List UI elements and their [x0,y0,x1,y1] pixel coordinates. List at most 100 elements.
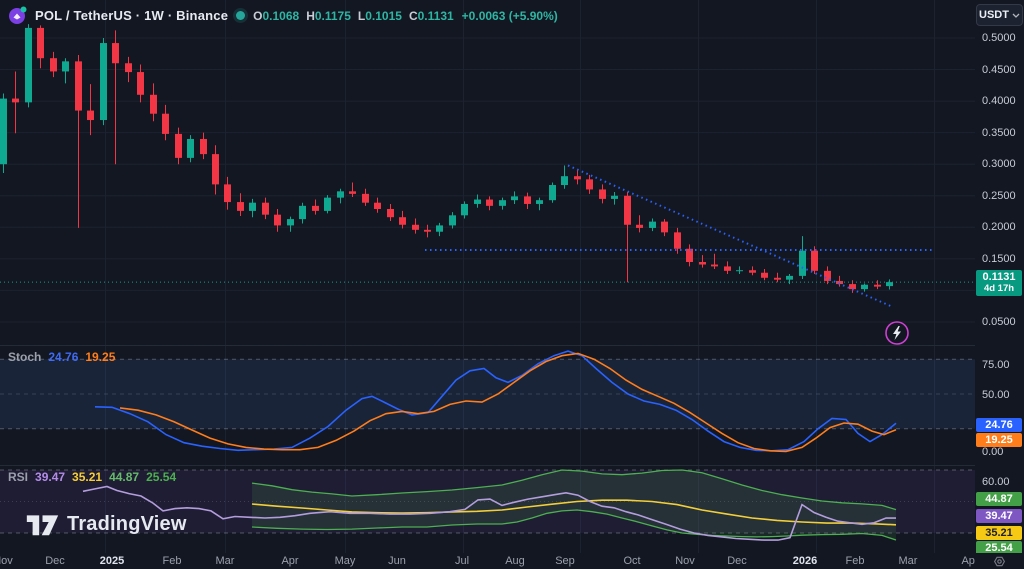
candle [224,184,231,203]
axis-price-label: 50.00 [982,389,1010,401]
pol-token-icon [9,6,27,24]
candle [362,193,369,203]
rsi-lower-band [251,509,897,541]
candle [175,133,182,158]
stoch-legend[interactable]: Stoch 24.76 19.25 [8,350,115,364]
pane-separator-stoch-rsi[interactable] [0,465,1024,466]
symbol-title[interactable]: POL / TetherUS · 1W · Binance [35,8,229,23]
market-status-dot[interactable] [236,11,246,20]
candle [200,138,207,155]
axis-time-label: Dec [727,555,747,567]
candle [874,284,881,287]
candle [736,270,743,272]
candle [187,138,194,158]
axis-time-label: Sep [555,555,575,567]
price-change: +0.0063 (+5.90%) [461,8,558,23]
price-axis[interactable]: 0.5000 0.4500 0.4000 0.3500 0.3000 0.2500 0.20… [975,0,1024,555]
candle [162,113,169,134]
candle [711,264,718,267]
rsi-ma-line [251,499,897,526]
candle [649,221,656,228]
candle [836,280,843,285]
candle [599,189,606,199]
candle [87,110,94,121]
chart-canvas[interactable] [0,0,975,553]
candle [312,205,319,211]
axis-settings-corner[interactable] [975,553,1024,569]
candle [349,191,356,194]
candle [524,196,531,204]
axis-price-label: 0.0500 [982,316,1016,328]
axis-time-label: Apr [281,555,299,567]
candle [474,199,481,204]
candle [449,215,456,226]
axis-time-label: Nov [0,555,13,567]
axis-time-label: Feb [162,555,182,567]
flash-boost-button[interactable] [883,319,911,347]
chart-legend: POL / TetherUS · 1W · Binance O0.1068 H0… [8,6,558,25]
candle [150,94,157,114]
axis-time-label: Feb [845,555,865,567]
candle [611,195,618,199]
candle [861,284,868,290]
axis-time-label: Mar [215,555,235,567]
candle [137,72,144,95]
candle [724,266,731,271]
axis-time-label: May [334,555,356,567]
axis-value-badge: 24.76 [976,418,1022,432]
candle [62,61,69,72]
candle [75,61,82,111]
candle [549,185,556,201]
axis-time-label: Apr [961,555,975,567]
candle [125,63,132,73]
lightning-icon [893,326,901,340]
axis-price-label: 75.00 [982,359,1010,371]
candle [436,225,443,232]
rsi-ma-value: 35.21 [72,470,103,484]
rsi-pane [0,469,975,541]
axis-value-badge: 35.21 [976,526,1022,540]
pane-separator-main-stoch[interactable] [0,345,1024,346]
candle [624,195,631,225]
candle [461,203,468,216]
candle [499,200,506,206]
tradingview-logo[interactable]: TradingView [26,511,187,538]
axis-time-label: Jul [454,555,470,567]
candle [337,191,344,198]
rsi-legend[interactable]: RSI 39.47 35.21 44.87 25.54 [8,470,176,484]
candle [824,270,831,281]
candle [811,250,818,271]
trendlines[interactable] [425,164,935,308]
candle [25,27,32,103]
candle [799,250,806,276]
rsi-upper-band [251,469,897,511]
time-axis[interactable]: Nov Dec 2025 Feb Mar Apr May Jun Jul Aug Sep Oct Nov… [0,553,975,569]
candle [574,176,581,180]
axis-value-badge: 44.87 [976,492,1022,506]
axis-time-label: 2026 [792,555,818,567]
axis-time-label: Aug [505,555,525,567]
rsi-label: RSI [8,470,29,484]
stoch-d-value: 19.25 [85,350,116,364]
candles [0,24,893,293]
candle [849,284,856,290]
candle [249,202,256,211]
axis-value-badge: 25.54 [976,541,1022,555]
candle [299,205,306,220]
axis-value-badge: 19.25 [976,433,1022,447]
candle [511,196,518,201]
candle [761,272,768,278]
stoch-pane [0,350,975,453]
axis-price-label: 0.2000 [982,221,1016,233]
currency-toggle-button[interactable]: USDT [976,4,1023,26]
stoch-label: Stoch [8,350,42,364]
candle [486,199,493,206]
axis-price-label: 0.4000 [982,95,1016,107]
candle [586,179,593,190]
gear-icon [993,556,1006,566]
axis-value-badge: 0.1131 4d 17h [976,270,1022,296]
axis-time-label: Mar [898,555,918,567]
axis-price-label: 0.00 [982,446,1004,458]
axis-time-label: Dec [45,555,65,567]
candle [287,219,294,226]
